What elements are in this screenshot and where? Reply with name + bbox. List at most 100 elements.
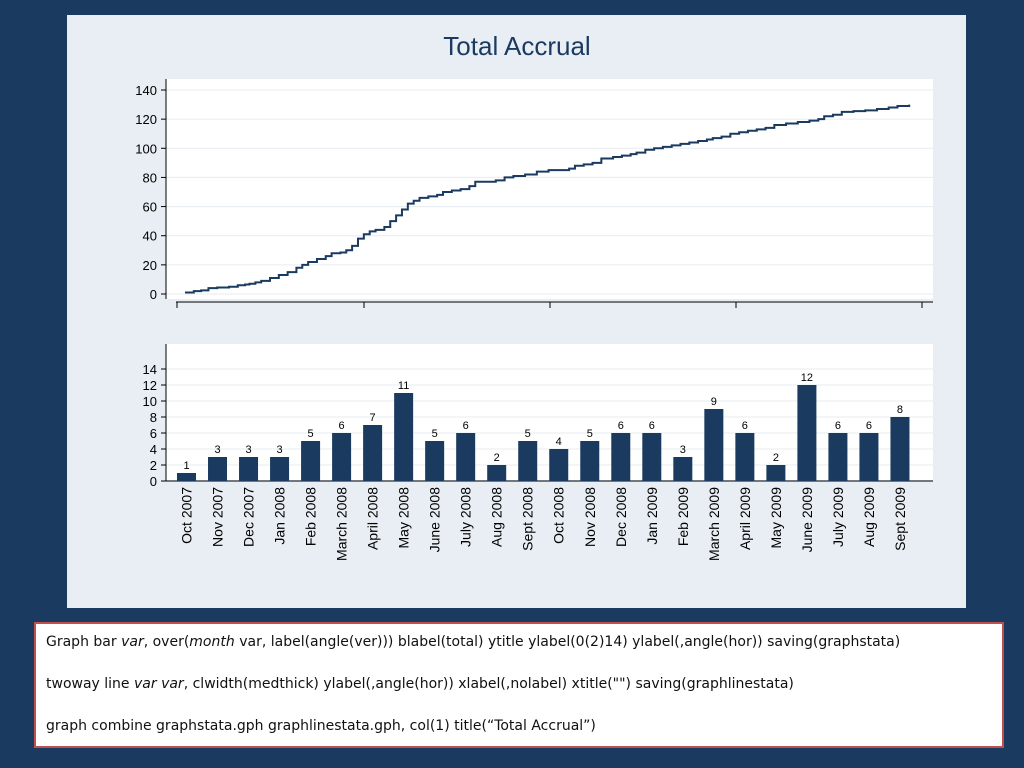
bar [642, 433, 662, 481]
bar-y-tick-label: 14 [143, 362, 157, 377]
bar-category-label: June 2008 [427, 487, 443, 553]
bar [828, 433, 848, 481]
bar [673, 457, 693, 481]
bar-value-label: 3 [680, 444, 686, 456]
bar-category-label: Dec 2007 [241, 487, 257, 547]
bar-category-label: May 2008 [396, 487, 412, 549]
bar-y-tick-label: 0 [150, 474, 157, 489]
code-segment: var [121, 634, 144, 650]
line-y-tick-label: 120 [135, 112, 157, 127]
bar-y-tick-label: 10 [143, 394, 157, 409]
bar-category-label: Sept 2009 [892, 487, 908, 551]
bar-category-label: May 2009 [768, 487, 784, 549]
bar-y-tick-label: 2 [150, 458, 157, 473]
bar-y-tick-label: 12 [143, 378, 157, 393]
line-y-tick-label: 20 [143, 258, 157, 273]
bar [363, 425, 383, 481]
bar-category-label: Feb 2008 [303, 487, 319, 546]
bar-value-label: 6 [618, 420, 624, 432]
code-segment: var var [134, 676, 184, 692]
bar [394, 393, 414, 481]
bar-value-label: 12 [801, 372, 813, 384]
bar-category-label: Feb 2009 [675, 487, 691, 546]
code-line-graph-bar: Graph bar var, over(month var, label(ang… [46, 632, 992, 652]
bar-value-label: 6 [463, 420, 469, 432]
line-y-tick-label: 140 [135, 83, 157, 98]
bar [704, 409, 724, 481]
bar-category-label: Aug 2008 [489, 487, 505, 547]
stata-code-box: Graph bar var, over(month var, label(ang… [34, 622, 1004, 748]
bar-value-label: 5 [587, 428, 593, 440]
bar-category-label: Aug 2009 [861, 487, 877, 547]
bar-category-label: March 2009 [706, 487, 722, 561]
bar-value-label: 4 [556, 436, 562, 448]
bar [177, 473, 196, 481]
line-y-tick-label: 40 [143, 229, 157, 244]
bar [425, 441, 445, 481]
code-segment: month [189, 634, 235, 650]
bar-value-label: 6 [835, 420, 841, 432]
bar-value-label: 7 [370, 412, 376, 424]
code-segment: Graph bar [46, 634, 122, 650]
bar-value-label: 1 [183, 460, 189, 472]
bar [332, 433, 352, 481]
bar [611, 433, 631, 481]
bar [270, 457, 290, 481]
bar [208, 457, 228, 481]
bar-value-label: 3 [276, 444, 282, 456]
code-segment: , clwidth(medthick) ylabel(,angle(hor)) … [183, 676, 794, 692]
bar-value-label: 6 [742, 420, 748, 432]
bar-value-label: 6 [649, 420, 655, 432]
code-line-twoway-line: twoway line var var, clwidth(medthick) y… [46, 674, 992, 694]
bar-category-label: March 2008 [334, 487, 350, 561]
bar-value-label: 11 [398, 380, 409, 392]
bar-category-label: Oct 2008 [551, 487, 567, 544]
bar-value-label: 3 [214, 444, 220, 456]
bar-value-label: 3 [245, 444, 251, 456]
bar-category-label: Sept 2008 [520, 487, 536, 551]
bar [456, 433, 476, 481]
line-y-tick-label: 60 [143, 200, 157, 215]
bar-category-label: Jan 2008 [272, 487, 288, 545]
chart-title: Total Accrual [443, 31, 590, 61]
combined-chart: Total Accrual020406080100120140024681012… [135, 31, 933, 561]
bar [735, 433, 755, 481]
bar-y-tick-label: 6 [150, 426, 157, 441]
bar-y-tick-label: 4 [150, 442, 157, 457]
bar [797, 385, 817, 481]
bar-value-label: 5 [308, 428, 314, 440]
bar-y-tick-label: 8 [150, 410, 157, 425]
accrual-line-series [185, 104, 911, 294]
bar [549, 449, 569, 481]
chart-panel: Total Accrual 0 20 40 60 80 100 120 140 0 2 4 6 8 10 12… [67, 15, 966, 608]
bar-category-label: Nov 2008 [582, 487, 598, 547]
bar-category-label: Dec 2008 [613, 487, 629, 547]
bar-category-label: Oct 2007 [179, 487, 195, 544]
bar-category-label: April 2008 [365, 487, 381, 550]
bar [766, 465, 786, 481]
line-y-tick-label: 100 [135, 141, 157, 156]
bar-value-label: 2 [773, 452, 779, 464]
bar [859, 433, 879, 481]
code-segment: , over( [143, 634, 190, 650]
bar [518, 441, 538, 481]
bar-value-label: 6 [866, 420, 872, 432]
bar [487, 465, 507, 481]
bar [890, 417, 910, 481]
bar-value-label: 6 [339, 420, 345, 432]
bar-value-label: 9 [711, 396, 717, 408]
line-y-tick-label: 0 [150, 287, 157, 302]
bar-value-label: 5 [432, 428, 438, 440]
bar-category-label: July 2009 [830, 487, 846, 547]
bar [239, 457, 259, 481]
bar-category-label: Jan 2009 [644, 487, 660, 545]
bar [301, 441, 321, 481]
bar-category-label: April 2009 [737, 487, 753, 550]
code-segment: twoway line [46, 676, 134, 692]
line-y-tick-label: 80 [143, 170, 157, 185]
line-plot-area [166, 79, 933, 299]
bar [580, 441, 600, 481]
bar-category-label: June 2009 [799, 487, 815, 553]
code-segment: graph combine graphstata.gph graphlinest… [46, 718, 596, 734]
